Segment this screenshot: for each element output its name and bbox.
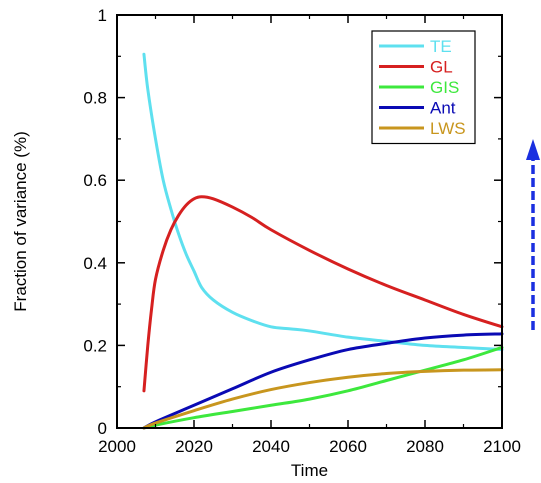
x-tick-label: 2000 xyxy=(98,437,136,456)
annotation-layer xyxy=(526,139,540,330)
y-tick-label: 1 xyxy=(98,6,107,25)
legend-label-gl: GL xyxy=(430,58,453,77)
tick-layer: 2000 2020 2040 2060 2080 2100 0 0.2 0.4 0.6 0.8 1 xyxy=(83,6,521,456)
series-line-gl xyxy=(142,195,504,393)
legend-label-lws: LWS xyxy=(430,119,466,138)
y-axis-title: Fraction of variance (%) xyxy=(11,131,30,311)
series-line-ant xyxy=(142,332,504,430)
series-line-lws xyxy=(142,368,504,430)
arrow-head-icon xyxy=(526,139,540,160)
series-line-gis xyxy=(142,345,504,430)
series-line-te xyxy=(142,52,504,352)
x-tick-label: 2020 xyxy=(175,437,213,456)
x-tick-label: 2080 xyxy=(406,437,444,456)
x-tick-label: 2060 xyxy=(329,437,367,456)
x-axis-title: Time xyxy=(291,461,328,480)
y-tick-label: 0.2 xyxy=(83,336,107,355)
x-tick-label: 2040 xyxy=(252,437,290,456)
legend-label-ant: Ant xyxy=(430,99,456,118)
y-tick-label: 0.6 xyxy=(83,171,107,190)
series-layer xyxy=(142,52,504,430)
y-tick-label: 0 xyxy=(98,419,107,438)
x-tick-label: 2100 xyxy=(483,437,521,456)
y-tick-label: 0.4 xyxy=(83,254,107,273)
y-tick-label: 0.8 xyxy=(83,89,107,108)
legend-label-gis: GIS xyxy=(430,78,459,97)
legend-label-te: TE xyxy=(430,37,452,56)
